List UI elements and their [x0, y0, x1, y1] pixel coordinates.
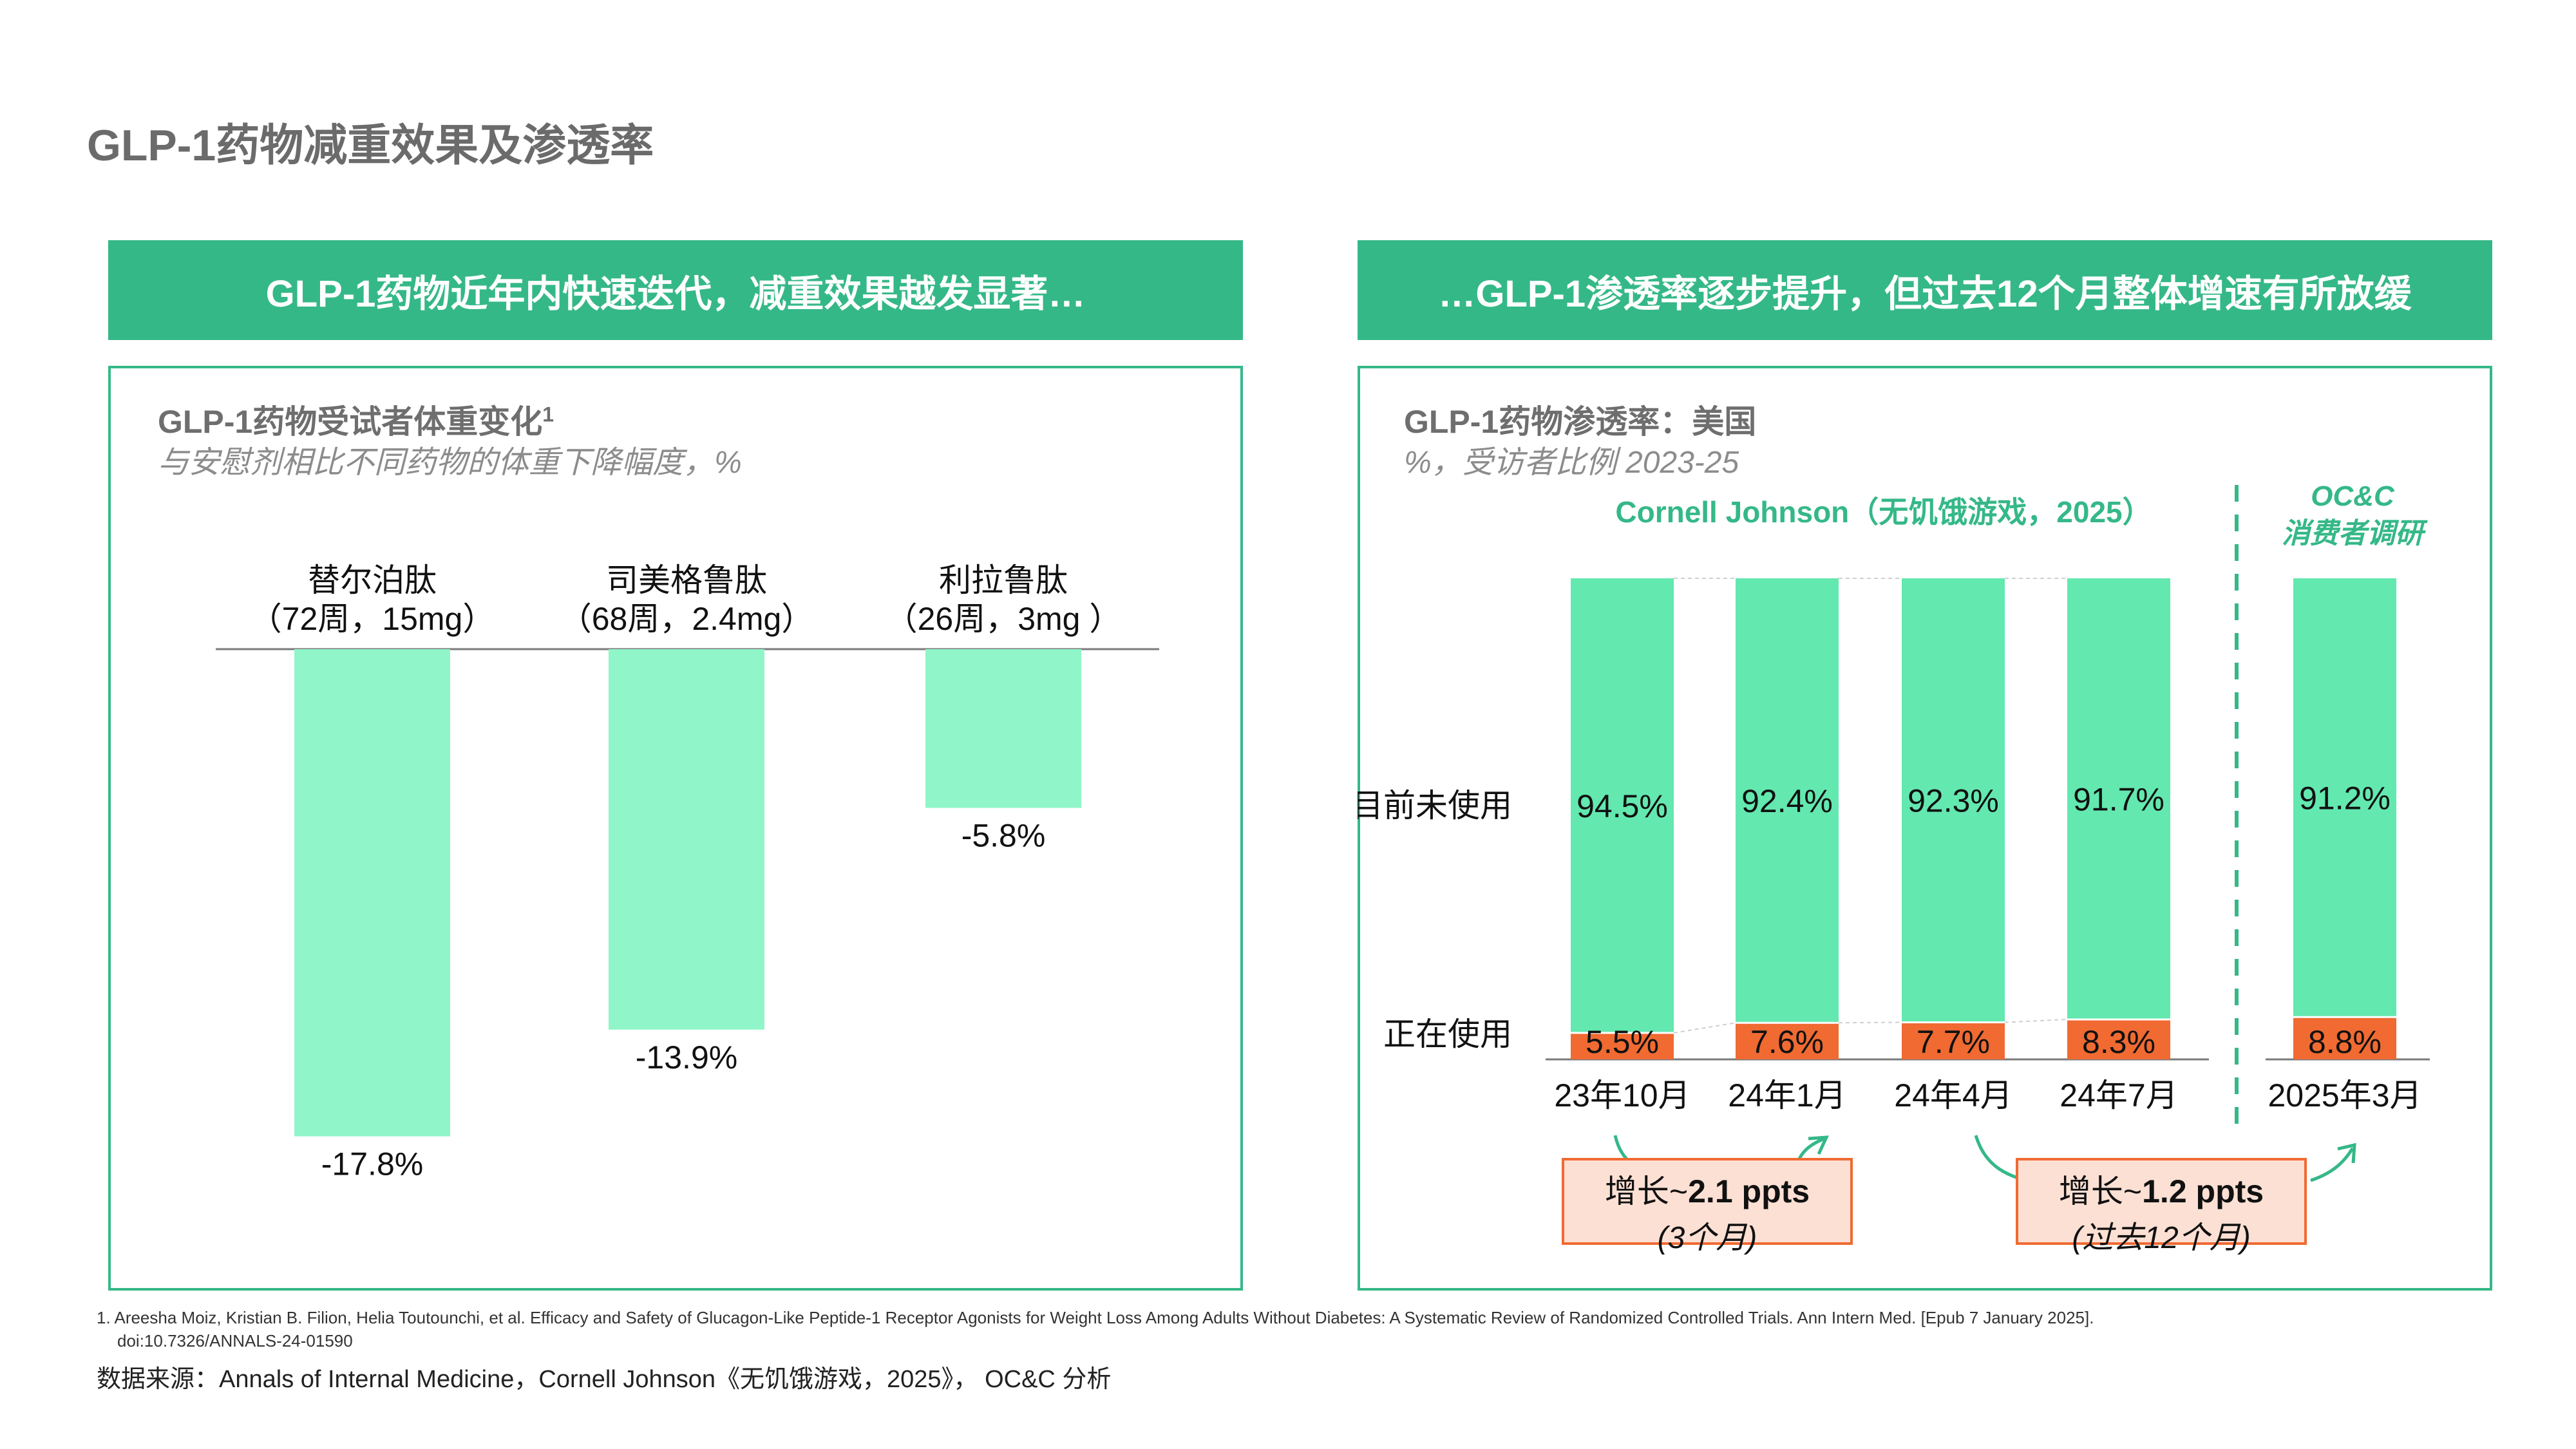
label-not-using-value: 91.2%: [2299, 781, 2391, 817]
group-label-occ: OC&C: [2311, 480, 2395, 512]
left-panel-title: GLP-1药物受试者体重变化1: [158, 396, 554, 442]
category-label-dosage: （72周，15mg）: [250, 601, 495, 637]
bar-segment-using: [2293, 1017, 2396, 1059]
bar-segment-not-using: [2067, 578, 2170, 1019]
bar-segment-using: [1571, 1032, 1674, 1059]
delta-12m-main: 增长~1.2 ppts: [2018, 1166, 2304, 1212]
delta-12m-period: (过去12个月): [2072, 1221, 2251, 1255]
right-panel-title: GLP-1药物渗透率：美国: [1404, 404, 1757, 440]
label-not-using-value: 94.5%: [1577, 788, 1668, 824]
delta-3m-prefix: 增长~: [1604, 1173, 1689, 1209]
label-using-value: 8.8%: [2308, 1024, 2382, 1060]
label-using-value: 8.3%: [2082, 1024, 2155, 1060]
label-not-using-value: 92.3%: [1908, 783, 1999, 819]
weight-bar: [294, 649, 450, 1137]
row-label-not-using: 目前未使用: [1358, 788, 1512, 824]
connector-line-mid: [1838, 1021, 1902, 1024]
label-not-using-value: 91.7%: [2073, 781, 2164, 817]
category-label-drug: 利拉鲁肽: [939, 562, 1068, 598]
source-note: 数据来源：Annals of Internal Medicine，Cornell…: [97, 1366, 1112, 1393]
bar-value-label: -5.8%: [961, 818, 1046, 854]
delta-12m-value: 1.2 ppts: [2142, 1173, 2264, 1209]
weight-change-chart: 替尔泊肽（72周，15mg） -17.8% 司美格鲁肽（68周，2.4mg） -13.…: [216, 562, 1159, 1182]
category-label-drug: 司美格鲁肽: [606, 562, 767, 598]
footnote-line2: doi:10.7326/ANNALS-24-01590: [117, 1331, 353, 1350]
bar-segment-using: [2067, 1019, 2170, 1059]
x-tick-label: 24年4月: [1894, 1077, 2012, 1113]
bar-value-label: -13.9%: [636, 1039, 737, 1075]
group-label-occ-survey: 消费者调研: [2282, 518, 2428, 549]
footnote: 1. Areesha Moiz, Kristian B. Filion, Hel…: [97, 1306, 2531, 1352]
delta-box-3m: 增长~2.1 ppts (3个月): [1562, 1158, 1853, 1255]
delta-box-12m: 增长~1.2 ppts (过去12个月): [2016, 1158, 2307, 1255]
label-using-value: 7.7%: [1917, 1024, 1990, 1060]
bar-segment-not-using: [1571, 578, 1674, 1033]
delta-12m-prefix: 增长~: [2058, 1173, 2143, 1209]
connector-line-mid: [1673, 1022, 1736, 1034]
delta-3m-period: (3个月): [1657, 1221, 1757, 1255]
left-panel-subtitle: 与安慰剂相比不同药物的体重下降幅度，%: [158, 446, 742, 480]
delta-3m-main: 增长~2.1 ppts: [1564, 1166, 1850, 1212]
x-tick-label: 24年1月: [1728, 1077, 1846, 1113]
label-using-value: 7.6%: [1750, 1024, 1824, 1060]
group-label-cornell: Cornell Johnson（无饥饿游戏，2025）: [1615, 495, 2152, 529]
x-tick-label: 23年10月: [1554, 1077, 1690, 1113]
left-banner: GLP-1药物近年内快速迭代，减重效果越发显著…: [108, 240, 1243, 340]
penetration-chart: Cornell Johnson（无饥饿游戏，2025） OC&C 消费者调研目前未使…: [1358, 480, 2430, 1186]
growth-arrow-head-12m: [2310, 1142, 2356, 1182]
weight-bar: [925, 649, 1081, 808]
bar-segment-not-using: [1902, 578, 2005, 1023]
page-title: GLP-1药物减重效果及渗透率: [87, 121, 654, 170]
label-using-value: 5.5%: [1586, 1024, 1659, 1060]
footnote-line1: 1. Areesha Moiz, Kristian B. Filion, Hel…: [97, 1308, 2094, 1327]
connector-line-mid: [2004, 1019, 2068, 1023]
category-label-drug: 替尔泊肽: [308, 562, 437, 598]
bar-segment-using: [1902, 1022, 2005, 1059]
bar-segment-using: [1736, 1023, 1839, 1059]
weight-bar: [609, 649, 764, 1030]
x-tick-label: 2025年3月: [2268, 1077, 2421, 1113]
x-tick-label: 24年7月: [2060, 1077, 2177, 1113]
footnote-marker: 1: [542, 402, 554, 426]
bar-segment-not-using: [2293, 578, 2396, 1018]
row-label-using: 正在使用: [1383, 1016, 1512, 1052]
right-panel-subtitle: %，受访者比例 2023-25: [1404, 446, 1739, 480]
left-panel-title-text: GLP-1药物受试者体重变化: [158, 404, 543, 440]
delta-3m-value: 2.1 ppts: [1688, 1173, 1810, 1209]
bar-value-label: -17.8%: [321, 1146, 423, 1182]
right-banner: …GLP-1渗透率逐步提升，但过去12个月整体增速有所放缓: [1358, 240, 2492, 340]
bar-segment-not-using: [1736, 578, 1839, 1023]
label-not-using-value: 92.4%: [1741, 783, 1833, 819]
category-label-dosage: （26周，3mg ）: [886, 601, 1122, 637]
category-label-dosage: （68周，2.4mg）: [560, 601, 814, 637]
